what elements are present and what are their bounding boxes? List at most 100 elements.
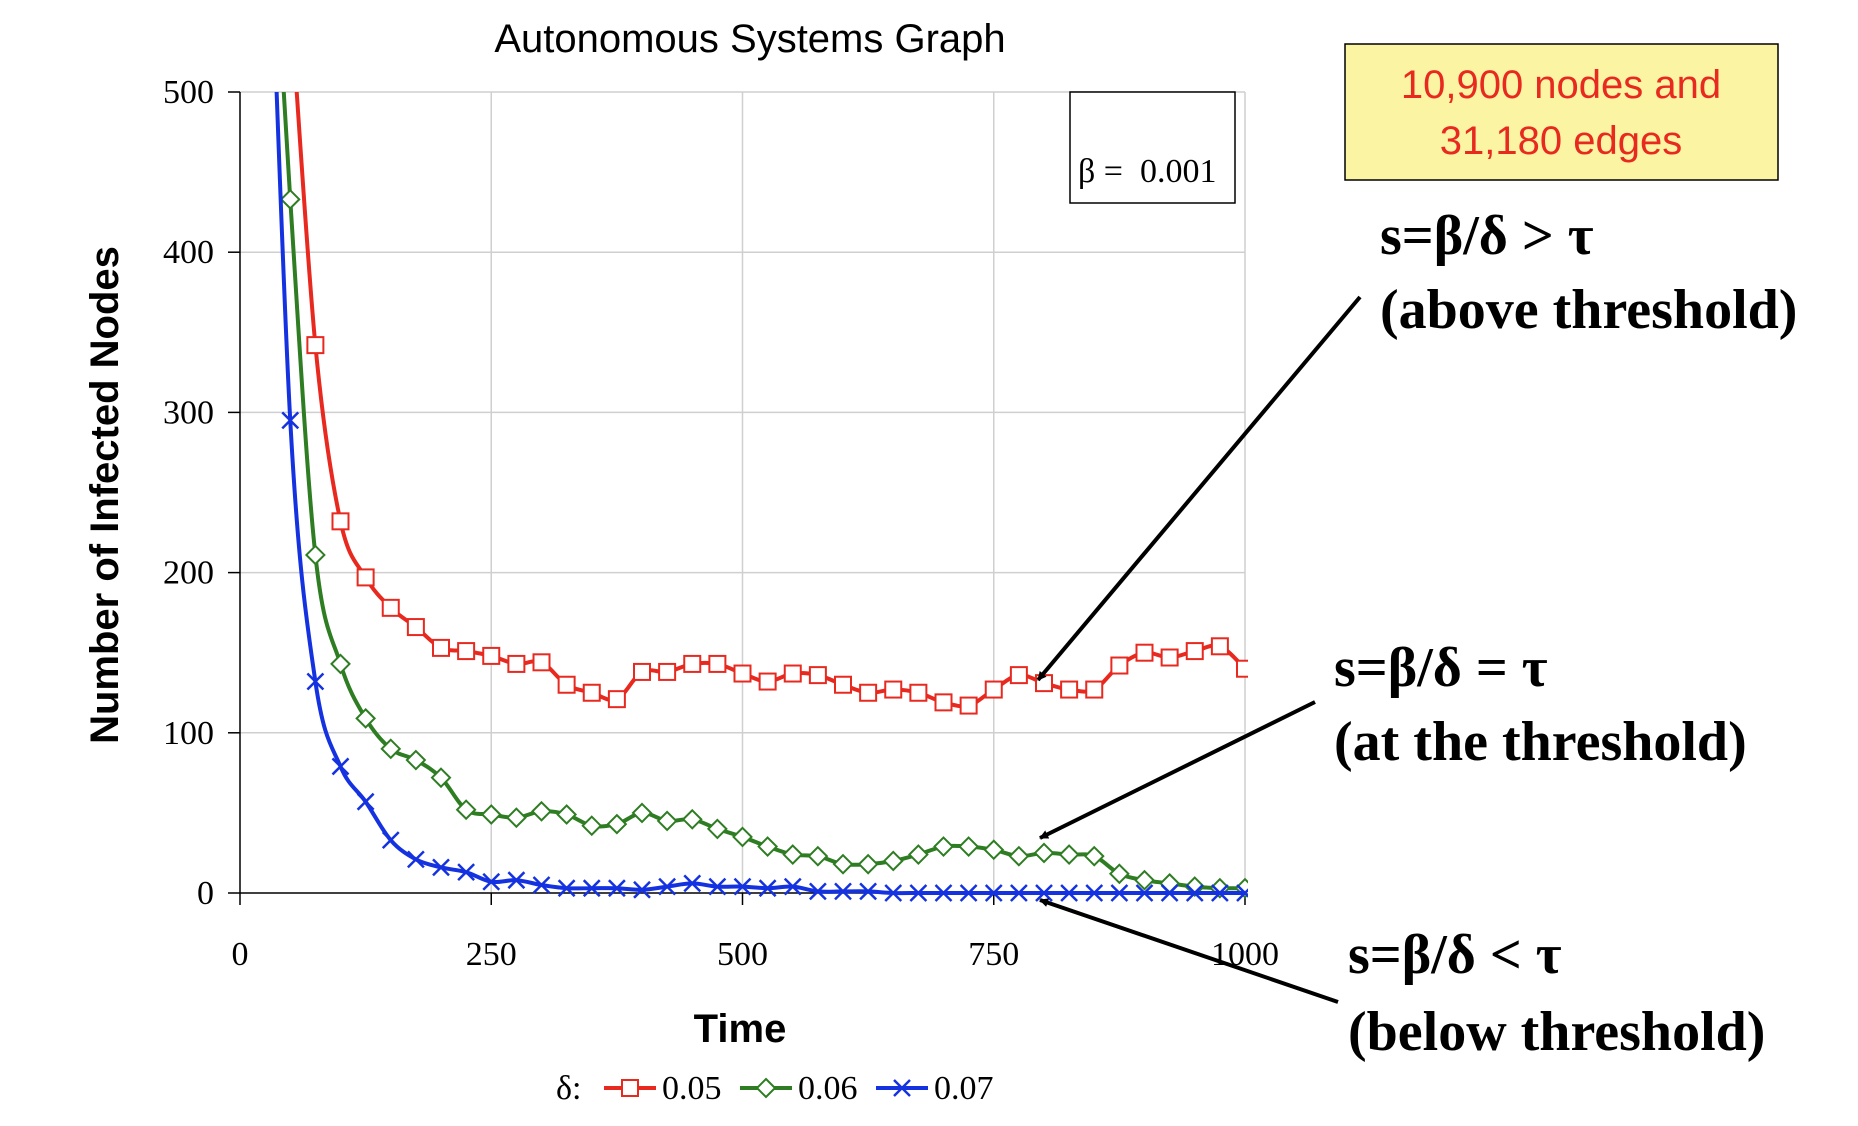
annotation-at-line2: (at the threshold) — [1334, 711, 1747, 773]
data-point — [984, 884, 1003, 902]
data-point — [758, 672, 777, 691]
data-point — [1110, 656, 1129, 675]
data-point — [1060, 884, 1079, 902]
graph-size-note: 10,900 nodes and 31,180 edges — [1344, 43, 1779, 181]
annotation-at-arrow — [1039, 700, 1316, 840]
data-point — [355, 707, 377, 729]
data-point — [1236, 884, 1248, 902]
data-point — [882, 850, 904, 872]
data-point — [1185, 642, 1204, 661]
data-point — [1060, 680, 1079, 699]
data-point — [758, 879, 777, 898]
data-point — [959, 696, 978, 715]
data-point — [1159, 872, 1181, 894]
data-point — [808, 666, 827, 685]
data-point — [681, 808, 703, 830]
data-point — [1110, 884, 1129, 902]
data-point — [507, 654, 526, 673]
annotation-above-line1: s=β/δ > τ — [1380, 205, 1594, 267]
annotation-at-line1: s=β/δ = τ — [1334, 637, 1548, 699]
data-point — [606, 813, 628, 835]
tick-labels: 0 100 200 300 400 500 0 250 500 750 1000 — [163, 74, 1279, 973]
legend-prefix: δ: — [556, 1070, 581, 1107]
data-point — [808, 882, 827, 901]
data-point — [757, 836, 779, 857]
data-point — [958, 836, 980, 857]
data-point — [356, 792, 375, 811]
y-tick-label: 400 — [163, 234, 214, 271]
data-point — [331, 757, 350, 776]
data-point — [531, 800, 552, 822]
data-point — [1210, 884, 1229, 902]
legend: δ: 0.05 0.06 0.07 — [556, 1070, 994, 1107]
data-point — [1033, 842, 1055, 864]
data-point — [834, 882, 852, 901]
series-layer — [274, 0, 1248, 902]
data-point — [733, 664, 752, 683]
data-point — [933, 836, 954, 857]
data-point — [432, 638, 450, 657]
data-point — [304, 544, 326, 566]
data-point — [356, 568, 375, 587]
data-point — [282, 0, 298, 4]
data-point — [732, 826, 753, 848]
series-0-05 — [282, 0, 1248, 715]
data-point — [406, 618, 425, 637]
x-tick-label: 750 — [968, 936, 1019, 973]
data-point — [607, 879, 626, 898]
data-point — [708, 877, 727, 896]
data-point — [381, 598, 400, 617]
data-point — [859, 683, 878, 702]
data-point — [480, 804, 502, 825]
annotation-below-line2: (below threshold) — [1348, 1001, 1765, 1063]
data-point — [1134, 869, 1155, 891]
data-point — [1058, 844, 1080, 865]
data-point — [783, 877, 802, 896]
data-point — [884, 884, 903, 902]
annotation-below: s=β/δ < τ (below threshold) — [1039, 898, 1765, 1063]
chart-title: Autonomous Systems Graph — [494, 17, 1005, 61]
data-point — [909, 683, 928, 702]
data-point — [1083, 845, 1105, 867]
y-tick-label: 0 — [197, 875, 214, 912]
data-point — [557, 879, 576, 898]
y-tick-label: 500 — [163, 74, 214, 111]
data-point — [1009, 666, 1028, 685]
data-point — [405, 749, 427, 771]
data-point — [934, 693, 953, 712]
data-point — [457, 863, 476, 882]
data-point — [381, 831, 400, 850]
data-point — [984, 680, 1003, 699]
data-point — [505, 807, 527, 829]
annotation-below-arrow — [1039, 898, 1339, 1004]
data-point — [1008, 845, 1030, 867]
data-point — [733, 877, 752, 896]
data-point — [706, 818, 728, 840]
data-point — [507, 871, 526, 890]
data-point — [406, 850, 425, 869]
annotation-at: s=β/δ = τ (at the threshold) — [1039, 637, 1747, 840]
data-point — [482, 646, 501, 665]
annotation-above: s=β/δ > τ (above threshold) — [1036, 205, 1797, 682]
legend-label: 0.07 — [934, 1070, 994, 1107]
legend-label: 0.05 — [662, 1070, 722, 1107]
beta-label: β = 0.001 — [1078, 153, 1216, 190]
data-point — [1135, 884, 1154, 902]
data-point — [708, 654, 727, 673]
graph-size-line2: 31,180 edges — [1440, 119, 1682, 163]
data-point — [607, 690, 626, 709]
data-point — [281, 411, 300, 430]
data-point — [782, 844, 804, 865]
data-point — [330, 653, 351, 675]
data-point — [683, 654, 702, 673]
data-point — [683, 874, 702, 893]
y-tick-label: 300 — [163, 394, 214, 431]
series-0-07 — [274, 92, 1248, 902]
y-axis-label: Number of Infected Nodes — [83, 246, 127, 744]
legend-marker — [621, 1079, 639, 1097]
data-point — [859, 882, 878, 901]
data-point — [306, 336, 325, 355]
data-point — [658, 662, 677, 681]
data-point — [884, 680, 903, 699]
